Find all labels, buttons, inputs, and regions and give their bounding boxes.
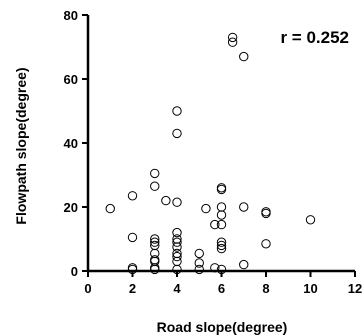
data-point [239,51,249,62]
x-tick-label: 6 [218,281,225,296]
data-point [216,219,227,230]
data-point [210,263,220,273]
data-point [172,227,182,238]
data-point [194,264,204,275]
data-point [305,215,316,225]
data-point [194,258,204,268]
data-point [172,128,182,139]
data-point [150,234,160,244]
y-tick-label: 80 [64,8,78,23]
data-point [105,203,115,214]
x-tick-label: 4 [173,281,181,296]
data-point [172,237,182,247]
x-axis-title: Road slope(degree) [157,319,288,335]
data-point [216,237,227,247]
x-axis-ticks: 0 2 4 6 8 10 12 [84,271,362,296]
data-point [161,195,171,206]
y-tick-label: 60 [64,72,78,87]
data-point [127,191,138,201]
data-point [239,259,249,270]
data-point [172,242,182,252]
x-tick-label: 10 [303,281,317,296]
data-point [216,210,227,220]
data-point [216,184,227,195]
data-point [216,264,227,275]
data-point [216,243,227,254]
data-point [216,240,227,251]
x-tick-label: 8 [262,281,269,296]
data-point [201,203,211,214]
data-point [227,37,238,47]
data-point [239,202,249,212]
data-point [210,219,220,230]
data-point [172,264,182,275]
data-point [227,32,238,43]
data-point [194,248,204,259]
data-point [150,264,160,275]
data-point [172,256,182,267]
data-points [105,32,316,275]
data-point [150,237,160,247]
data-point [127,264,138,275]
correlation-annotation: r = 0.252 [280,28,349,47]
data-point [172,251,182,262]
data-point [172,197,182,207]
y-tick-label: 20 [64,200,78,215]
plot-frame [86,15,355,273]
data-point [150,168,160,179]
data-point [261,239,271,249]
y-axis-title: Flowpath slope(degree) [13,67,29,224]
x-tick-label: 12 [348,281,362,296]
data-point [261,208,271,219]
x-tick-label: 0 [84,281,91,296]
data-point [150,181,160,191]
data-point [127,232,138,243]
data-point [216,202,227,212]
y-axis-ticks: 0 20 40 60 80 [64,8,88,279]
data-point [172,106,182,116]
y-tick-label: 40 [64,136,78,151]
x-tick-label: 2 [129,281,136,296]
y-tick-label: 0 [71,264,78,279]
